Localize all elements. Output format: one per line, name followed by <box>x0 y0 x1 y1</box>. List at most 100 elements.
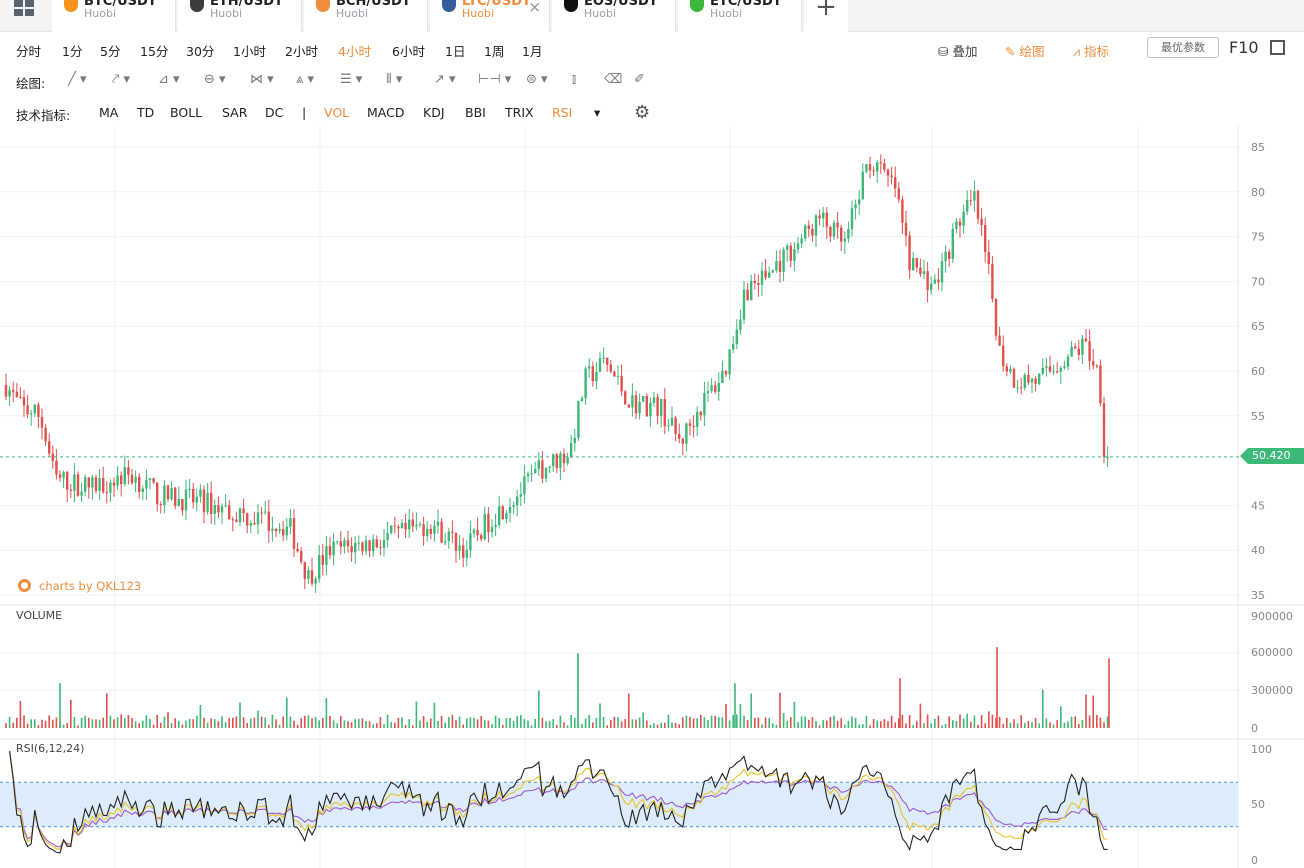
close-icon[interactable]: × <box>528 0 541 16</box>
optimal-params-button[interactable]: 最优参数 <box>1147 37 1219 58</box>
volume-bar <box>761 724 763 728</box>
indicator-11[interactable]: RSI <box>552 105 573 120</box>
tab-pair-label: EOS/USDT <box>584 0 658 9</box>
indicator-button[interactable]: ⩘ 指标 <box>1073 44 1110 59</box>
volume-bar <box>307 715 310 728</box>
timeframe-3[interactable]: 15分 <box>140 44 169 59</box>
volume-bar <box>610 719 612 728</box>
candle-body <box>735 329 738 345</box>
timeframe-6[interactable]: 2小时 <box>285 44 318 59</box>
candle-body <box>1038 373 1041 385</box>
volume-bar <box>437 720 439 728</box>
note-tool-icon[interactable]: ⊜ ▾ <box>526 72 548 87</box>
volume-bar <box>484 720 486 728</box>
grid-menu-icon[interactable] <box>14 0 36 16</box>
candle-body <box>368 540 371 552</box>
tab-bch-usdt[interactable]: BCH/USDT Huobi <box>304 0 428 32</box>
indicator-12[interactable]: ▾ <box>594 105 601 120</box>
candle-body <box>789 245 792 261</box>
qkl-logo-icon <box>18 579 31 592</box>
timeframe-1[interactable]: 1分 <box>62 44 83 59</box>
add-tab-button[interactable]: + <box>804 0 848 32</box>
volume-bar <box>595 717 598 728</box>
fullscreen-icon[interactable] <box>1270 40 1285 55</box>
indicator-9[interactable]: BBI <box>465 105 486 120</box>
candle-body <box>670 417 674 426</box>
indicator-0[interactable]: MA <box>99 105 119 120</box>
indicator-1[interactable]: TD <box>137 105 155 120</box>
candle-body <box>84 477 87 492</box>
timeframe-2[interactable]: 5分 <box>100 44 121 59</box>
tab-eth-usdt[interactable]: ETH/USDT Huobi <box>178 0 302 32</box>
candle-body <box>944 251 947 262</box>
tab-exchange-label: Huobi <box>710 7 743 20</box>
volume-bar <box>224 722 227 728</box>
candle-body <box>994 299 998 336</box>
indicator-8[interactable]: KDJ <box>423 105 445 120</box>
candle-body <box>105 492 108 494</box>
measure-tool-icon[interactable]: ⊢⊣ ▾ <box>478 72 512 87</box>
fibonacci-tool-icon[interactable]: ☰ ▾ <box>340 72 363 87</box>
price-chart[interactable]: 85 80 75 70 65 60 55 45 40 35 900000 600000 300000 0 1… <box>0 126 1304 868</box>
tab-etc-usdt[interactable]: ETC/USDT Huobi <box>678 0 802 32</box>
volume-bar <box>919 703 922 728</box>
timeframe-7[interactable]: 4小时 <box>338 44 371 59</box>
channel-tool-icon[interactable]: ⊿ ▾ <box>158 72 180 87</box>
candle-body <box>714 385 717 392</box>
overlay-button[interactable]: ⛁ 叠加 <box>938 44 978 59</box>
volume-bar <box>1108 658 1110 728</box>
candle-body <box>775 260 778 271</box>
tab-exchange-label: Huobi <box>210 7 243 20</box>
volume-bar <box>469 717 472 728</box>
candle-body <box>865 164 868 172</box>
tab-eos-usdt[interactable]: EOS/USDT Huobi <box>552 0 676 32</box>
tab-ltc-usdt[interactable]: LTC/USDT Huobi × <box>430 0 550 32</box>
candle-body <box>829 226 832 237</box>
f10-button[interactable]: F10 <box>1229 38 1259 57</box>
indicator-4[interactable]: DC <box>265 105 284 120</box>
coin-icon <box>64 0 78 12</box>
zigzag-tool-icon[interactable]: ⋈ ▾ <box>250 72 274 87</box>
timeframe-8[interactable]: 6小时 <box>392 44 425 59</box>
trash-icon[interactable]: ⌫ <box>604 72 623 87</box>
indicator-6[interactable]: VOL <box>324 105 350 120</box>
volume-bar <box>734 683 736 728</box>
timeframe-0[interactable]: 分时 <box>16 44 42 59</box>
candle-body <box>469 533 472 551</box>
candle-body <box>768 272 771 278</box>
candle-body <box>188 488 191 490</box>
pattern-tool-icon[interactable]: ⩓ ▾ <box>296 72 314 87</box>
indicator-2[interactable]: BOLL <box>170 105 203 120</box>
candle-body <box>523 476 526 495</box>
gann-tool-icon[interactable]: ⦀ ▾ <box>386 72 403 87</box>
candle-body <box>591 366 594 382</box>
candle-body <box>8 389 11 397</box>
arrow-tool-icon[interactable]: ↗ ▾ <box>434 72 456 87</box>
tab-btc-usdt[interactable]: BTC/USDT Huobi <box>52 0 176 32</box>
draw-button[interactable]: ✎ 绘图 <box>1005 44 1045 59</box>
volume-bar <box>340 715 342 728</box>
timeframe-5[interactable]: 1小时 <box>233 44 266 59</box>
volume-bar <box>858 724 860 728</box>
gear-icon[interactable]: ⚙ <box>634 102 651 123</box>
ray-tool-icon[interactable]: ⤤ ▾ <box>112 72 130 87</box>
volume-bar <box>592 722 594 728</box>
indicator-10[interactable]: TRIX <box>505 105 534 120</box>
volume-bar <box>563 722 565 728</box>
candle-body <box>472 529 476 534</box>
bar-pattern-icon[interactable]: ⫾ <box>572 72 577 87</box>
timeframe-4[interactable]: 30分 <box>186 44 215 59</box>
brush-icon[interactable]: ✐ <box>634 72 645 87</box>
price-tick-label: 70 <box>1251 275 1265 288</box>
volume-bar <box>1045 718 1048 728</box>
volume-bar <box>707 719 709 728</box>
volume-bar <box>880 721 882 728</box>
indicator-3[interactable]: SAR <box>222 105 248 120</box>
shape-tool-icon[interactable]: ⊖ ▾ <box>204 72 226 87</box>
line-tool-icon[interactable]: ╱ ▾ <box>68 72 87 87</box>
timeframe-11[interactable]: 1月 <box>522 44 543 59</box>
indicator-7[interactable]: MACD <box>367 105 405 120</box>
candle-body <box>58 474 62 478</box>
timeframe-10[interactable]: 1周 <box>484 44 505 59</box>
timeframe-9[interactable]: 1日 <box>445 44 466 59</box>
